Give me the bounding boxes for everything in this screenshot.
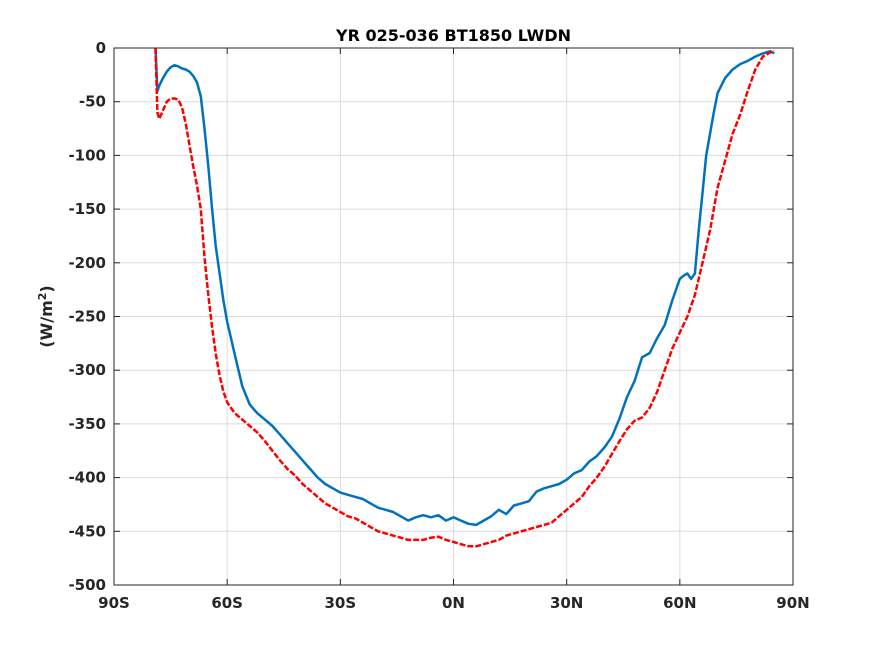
x-tick-label: 60N: [663, 594, 696, 612]
x-tick-label: 30N: [550, 594, 583, 612]
y-tick-label: -150: [68, 200, 106, 218]
x-tick-label: 90S: [98, 594, 130, 612]
y-axis-label-main: (W/m: [37, 300, 56, 347]
y-axis-label-superscript: 2: [36, 293, 49, 301]
y-tick-label: -250: [68, 308, 106, 326]
y-tick-label: -50: [79, 93, 106, 111]
red-dashed-series-line: [154, 48, 775, 548]
series-layer: [154, 48, 775, 548]
y-tick-label: -400: [68, 469, 106, 487]
y-tick-label: -100: [68, 146, 106, 164]
x-tick-label: 60S: [211, 594, 243, 612]
chart-title: YR 025-036 BT1850 LWDN: [335, 26, 571, 45]
axis-ticks: 90S 60S 30S 0N 30N 60N 90N 0 -50 -100 -150 -200 -250…: [68, 39, 809, 612]
y-tick-label: -200: [68, 254, 106, 272]
y-axis-label: (W/m2): [36, 285, 57, 347]
y-tick-label: -500: [68, 576, 106, 594]
y-axis-label-close: ): [37, 285, 56, 292]
y-tick-label: -300: [68, 361, 106, 379]
x-tick-label: 90N: [776, 594, 809, 612]
y-tick-label: -450: [68, 522, 106, 540]
y-tick-label: 0: [96, 39, 106, 57]
blue-solid-series-line: [154, 48, 775, 527]
y-tick-label: -350: [68, 415, 106, 433]
x-tick-label: 0N: [442, 594, 465, 612]
x-tick-label: 30S: [324, 594, 356, 612]
